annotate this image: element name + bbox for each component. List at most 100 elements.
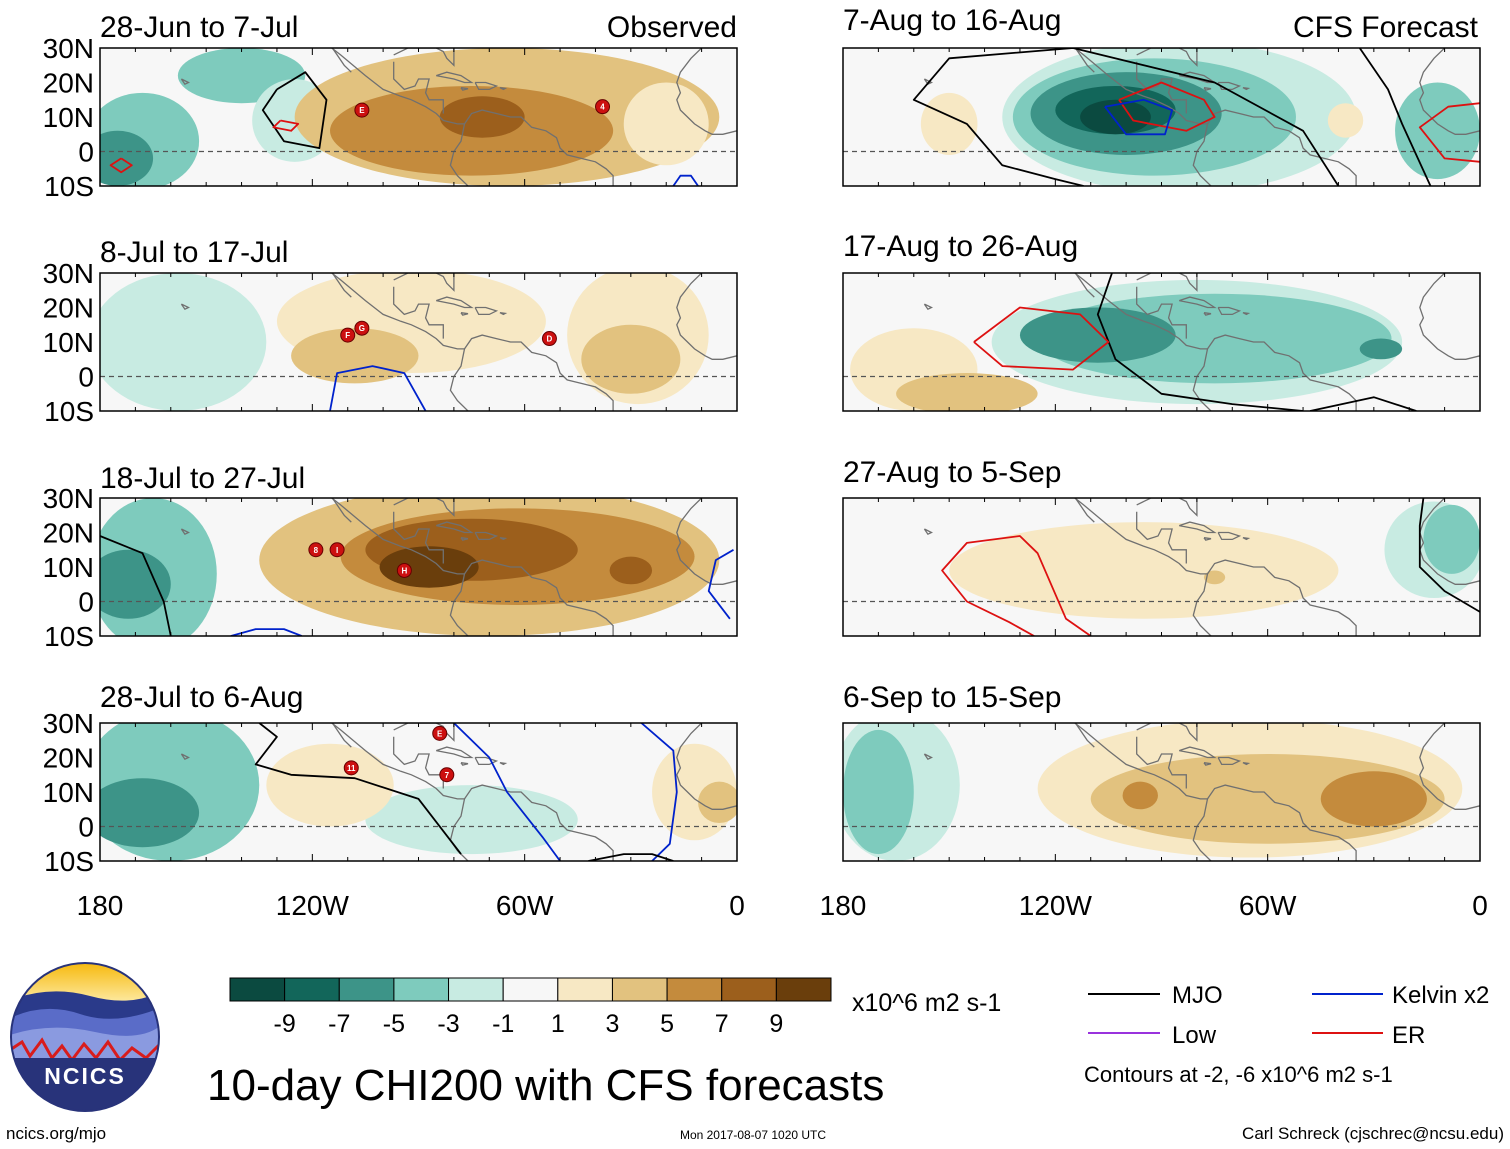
coastline <box>474 306 499 316</box>
panel-title-8: 6-Sep to 15-Sep <box>843 681 1061 714</box>
anomaly-blob <box>1320 771 1427 827</box>
coastline <box>180 528 190 536</box>
coastline <box>676 723 737 810</box>
contour-note: Contours at -2, -6 x10^6 m2 s-1 <box>1084 1062 1393 1087</box>
coastline <box>436 71 474 84</box>
kelvin-contour <box>707 549 734 620</box>
er-contour <box>973 306 1110 371</box>
x-tick-label: 180 <box>820 890 867 921</box>
x-axis-tick-labels: 180 120W 60W 0 180 120W 60W 0 <box>77 890 1488 921</box>
colorbar-tick-label: -5 <box>383 1010 405 1038</box>
storm-marker: 8 <box>308 542 324 558</box>
anomaly-blob <box>623 82 709 166</box>
anomaly-blob <box>1395 82 1480 180</box>
coastline <box>1203 312 1212 316</box>
er-contour <box>272 119 300 132</box>
coastline <box>393 511 444 564</box>
panel-title-1: 28-Jun to 7-Jul <box>100 11 298 44</box>
logo-text: NCICS <box>44 1063 126 1089</box>
anomaly-blob <box>1359 338 1403 360</box>
coastline <box>393 723 455 742</box>
er-contour <box>1118 81 1216 132</box>
anomaly-blob <box>920 92 978 155</box>
y-tick-label: 10N <box>43 552 94 583</box>
panel-title-7: 27-Aug to 5-Sep <box>843 456 1061 489</box>
legend: MJO Kelvin x2 Low ER Contours at -2, -6 … <box>1084 982 1489 1087</box>
coastline <box>1419 723 1480 810</box>
kelvin-contour <box>230 628 303 636</box>
coastline <box>1136 273 1198 292</box>
er-contour <box>109 157 133 174</box>
coastline <box>393 61 444 114</box>
coastline <box>180 78 190 86</box>
coastline <box>1242 87 1251 91</box>
storm-id: 8 <box>314 546 319 555</box>
storm-id: H <box>401 566 407 575</box>
mjo-contour <box>912 48 1340 186</box>
coastline <box>330 273 469 411</box>
coastline <box>435 296 474 309</box>
mjo-contour <box>100 535 172 636</box>
coastline <box>1217 531 1242 541</box>
colorbar-tick-label: 1 <box>551 1010 565 1038</box>
coastline <box>1419 498 1480 585</box>
colorbar-swatch <box>284 977 340 1002</box>
coastline <box>923 78 933 86</box>
colorbar-swatch <box>448 977 504 1002</box>
colorbar-tick-label: 3 <box>606 1010 620 1038</box>
coastline <box>393 286 444 339</box>
colorbar-tick-label: 7 <box>715 1010 729 1038</box>
coastline <box>1217 81 1242 91</box>
mjo-contour <box>588 853 674 861</box>
storm-id: F <box>345 331 350 340</box>
colorbar-swatch <box>229 977 286 1002</box>
y-tick-label: 20N <box>43 68 94 99</box>
y-tick-label: 10N <box>43 327 94 358</box>
coastline <box>180 753 190 761</box>
coastline <box>1136 48 1198 67</box>
coastline <box>331 498 352 523</box>
coastline <box>180 303 191 311</box>
map-panel-2: FG D <box>100 273 737 411</box>
coastline <box>923 528 933 536</box>
colorbar-tick-label: -1 <box>492 1010 514 1038</box>
coastline <box>1242 312 1251 316</box>
coastline <box>1136 511 1187 564</box>
coastline <box>499 762 508 766</box>
coastline <box>1074 273 1095 298</box>
y-tick-label: 20N <box>43 743 94 774</box>
coastline <box>923 303 934 311</box>
coastline <box>1206 559 1357 636</box>
anomaly-blob <box>100 778 200 848</box>
mjo-contour <box>1418 498 1480 613</box>
storm-id: E <box>437 729 443 738</box>
coastline <box>1074 723 1095 748</box>
coastline <box>460 762 469 766</box>
anomaly-blob <box>100 130 154 186</box>
y-tick-label: 0 <box>78 812 94 843</box>
coastline <box>499 87 508 91</box>
x-tick-label: 180 <box>77 890 124 921</box>
anomaly-blob <box>1080 99 1151 135</box>
storm-id: I <box>336 546 338 555</box>
coastline <box>463 784 614 861</box>
coastline <box>460 87 469 91</box>
coastline <box>1217 306 1242 316</box>
coastline <box>1206 334 1357 411</box>
author-credit: Carl Schreck (cjschrec@ncsu.edu) <box>1242 1124 1504 1143</box>
anomaly-blob <box>379 546 479 588</box>
coastline <box>435 746 474 759</box>
coastline <box>331 723 352 748</box>
anomaly-blob <box>1423 504 1480 574</box>
storm-marker: I <box>329 542 345 558</box>
storm-id: G <box>359 324 365 333</box>
legend-label-kelvin: Kelvin x2 <box>1392 982 1489 1009</box>
coastline <box>676 48 737 135</box>
coastline <box>460 312 469 316</box>
website-link[interactable]: ncics.org/mjo <box>6 1124 106 1143</box>
colorbar-swatch <box>502 977 559 1002</box>
y-tick-label: 20N <box>43 518 94 549</box>
map-panel-8 <box>843 723 1480 861</box>
